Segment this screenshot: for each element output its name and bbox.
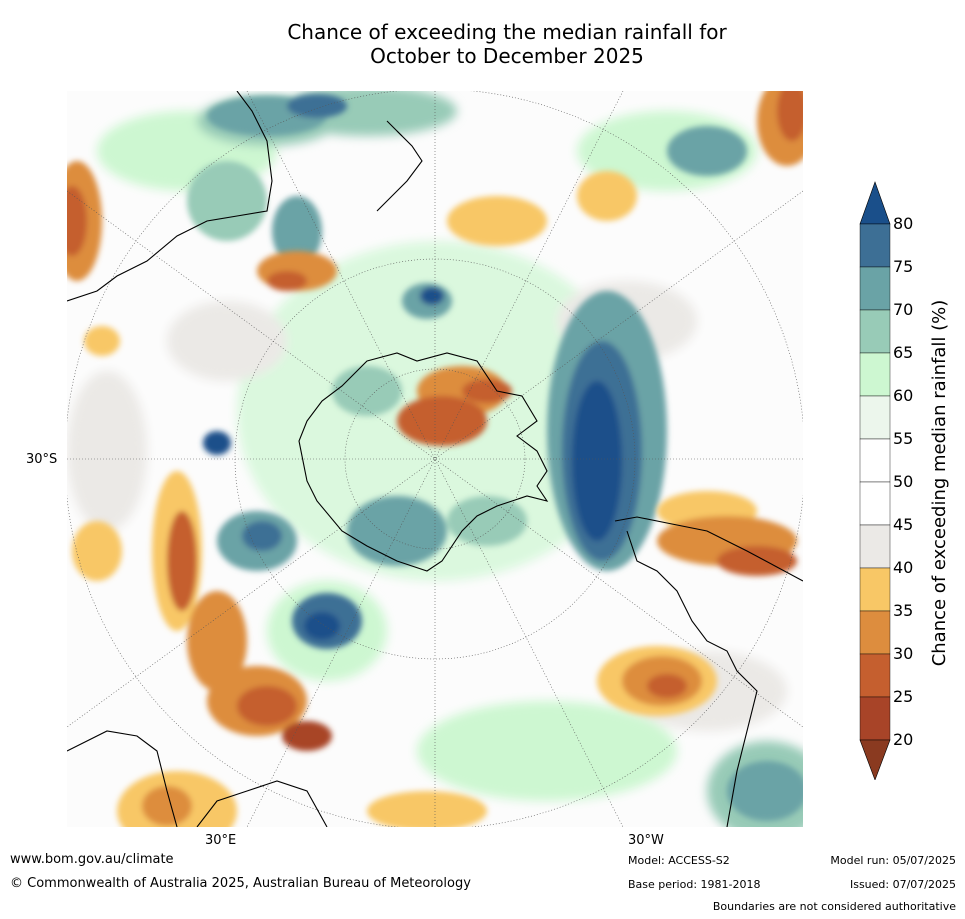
longitude-label-30w: 30°W [628,833,664,848]
colorbar-band-30-35 [859,610,891,655]
colorbar-band-65-70 [859,309,891,354]
footer-website: www.bom.gov.au/climate [10,852,174,867]
colorbar-over-arrow [859,181,891,225]
colorbar-tick-75: 75 [893,257,914,276]
colorbar-band-70-75 [859,266,891,311]
footer-copyright: © Commonwealth of Australia 2025, Austra… [10,876,471,891]
colorbar-tick-45: 45 [893,515,914,534]
title-line-1: Chance of exceeding the median rainfall … [287,20,727,44]
rainfall-map [67,91,803,827]
colorbar-tick-55: 55 [893,429,914,448]
colorbar-tick-70: 70 [893,300,914,319]
africa-coastline [67,730,178,827]
longitude-label-30e: 30°E [205,833,237,848]
colorbar-band-45-50 [859,481,891,526]
colorbar-band-25-30 [859,653,891,698]
colorbar [855,180,965,781]
footer-disclaimer: Boundaries are not considered authoritat… [712,900,956,913]
colorbar-graphic [859,181,891,781]
colorbar-band-20-25 [859,696,891,741]
colorbar-band-60-65 [859,352,891,397]
map-title: Chance of exceeding the median rainfall … [0,20,965,68]
africa-east-coastline [196,780,328,827]
colorbar-tick-80: 80 [893,214,914,233]
colorbar-tick-40: 40 [893,558,914,577]
map-canvas [67,91,803,827]
footer-model: Model: ACCESS-S2 [628,854,730,867]
colorbar-tick-65: 65 [893,343,914,362]
colorbar-title: Chance of exceeding median rainfall (%) [929,299,950,667]
colorbar-tick-30: 30 [893,644,914,663]
colorbar-band-55-60 [859,395,891,440]
colorbar-tick-35: 35 [893,601,914,620]
colorbar-tick-25: 25 [893,687,914,706]
colorbar-under-arrow [859,739,891,781]
footer-base-period: Base period: 1981-2018 [628,878,761,891]
south-america-coastline [614,516,803,827]
latitude-label-30s: 30°S [26,452,58,467]
colorbar-tick-20: 20 [893,730,914,749]
australia-coastline [67,91,273,302]
new-zealand-coastline [376,130,423,212]
colorbar-band-35-40 [859,567,891,612]
coastlines [67,91,803,827]
new-zealand-north-coastline [386,120,403,137]
footer-model-run: Model run: 05/07/2025 [830,854,956,867]
colorbar-band-50-55 [859,438,891,483]
background-patches [67,91,803,827]
colorbar-tick-50: 50 [893,472,914,491]
colorbar-tick-60: 60 [893,386,914,405]
wet-regions [187,94,803,821]
colorbar-band-40-45 [859,524,891,569]
antarctica-coastline [298,352,549,572]
title-line-2: October to December 2025 [370,44,644,68]
footer-issued: Issued: 07/07/2025 [849,878,956,891]
graticule [67,91,803,827]
colorbar-band-75-80 [859,223,891,268]
